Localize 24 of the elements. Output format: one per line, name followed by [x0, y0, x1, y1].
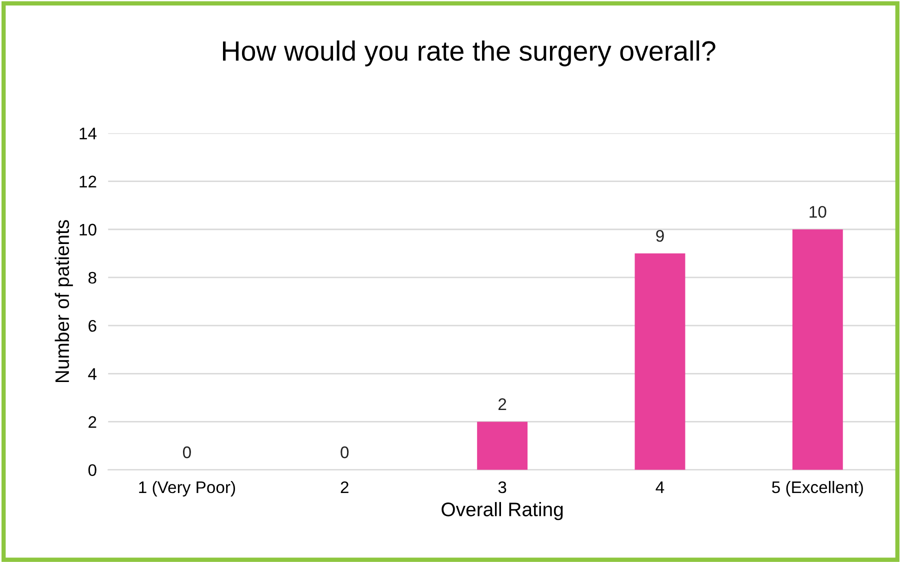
data-label: 2 — [498, 398, 506, 410]
x-tick-label: 1 (Very Poor) — [139, 480, 236, 496]
y-axis-title: Number of patients — [54, 220, 73, 382]
x-tick-label: 3 — [498, 481, 506, 494]
data-label: 10 — [810, 206, 826, 218]
y-tick-label: 10 — [80, 224, 96, 236]
y-tick-label: 4 — [88, 368, 97, 380]
y-tick-label: 14 — [80, 128, 97, 140]
data-label: 0 — [340, 446, 349, 458]
y-tick-label: 2 — [88, 416, 96, 428]
bar — [477, 422, 528, 470]
y-tick-label: 8 — [88, 272, 96, 284]
y-tick-label: 0 — [88, 464, 96, 476]
x-axis-title: Overall Rating — [442, 502, 563, 520]
y-tick-label: 6 — [88, 320, 96, 332]
bar — [792, 229, 843, 470]
chart-title: How would you rate the surgery overall? — [223, 40, 716, 66]
data-label: 0 — [182, 446, 191, 458]
bar — [634, 253, 686, 470]
x-tick-label: 2 — [340, 481, 348, 494]
x-tick-label: 4 — [656, 482, 664, 494]
y-tick-label: 12 — [80, 176, 96, 188]
x-tick-label: 5 (Excellent) — [772, 480, 863, 496]
data-label: 9 — [656, 230, 664, 242]
